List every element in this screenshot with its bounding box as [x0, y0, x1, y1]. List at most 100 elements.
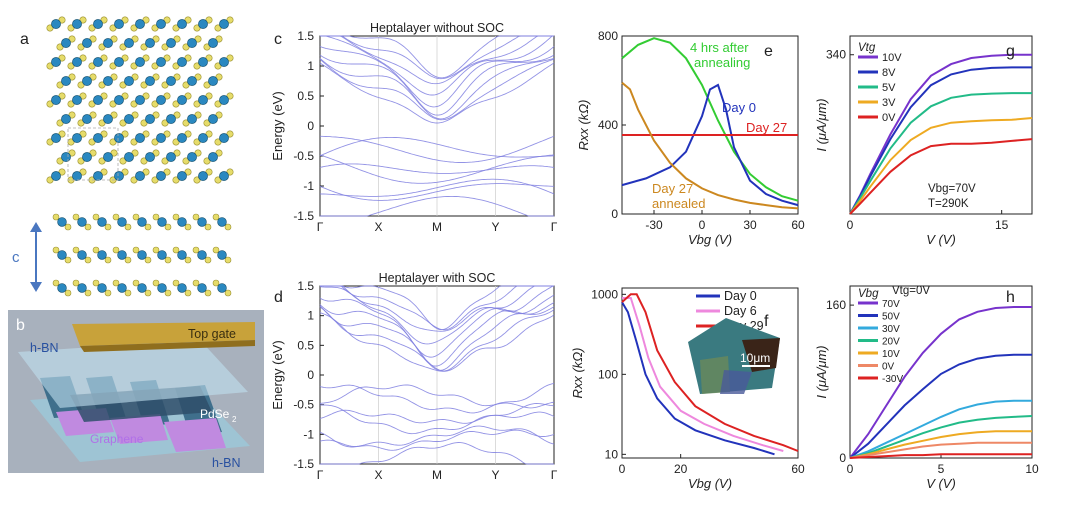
panel-label-h: h	[1006, 289, 1015, 306]
panel-h-series-7	[849, 453, 1032, 459]
panel-f-xlabel: Vbg (V)	[688, 476, 732, 491]
c-axis-label: c	[12, 249, 20, 266]
pd-atom	[93, 95, 103, 105]
panel-f-xtick-label: 0	[619, 462, 626, 476]
panel-h-legend-label: 70V	[882, 299, 900, 310]
panel-h-legend-label: 0V	[882, 362, 895, 373]
crystal-side-view	[52, 213, 232, 297]
panel-c-ytick-label: -1.5	[293, 209, 314, 223]
c-axis-arrowhead-down	[30, 282, 42, 292]
panel-c-band-line	[320, 35, 555, 96]
panel-d-ytick-label: 1.5	[297, 279, 314, 293]
pd-atom	[177, 57, 187, 67]
pd-atom	[177, 19, 187, 29]
panel-h-series-1	[849, 306, 1032, 459]
se-atom	[212, 213, 220, 221]
se-atom	[132, 213, 140, 221]
se-atom	[164, 223, 172, 231]
se-atom	[144, 289, 152, 297]
panel-d-xtick-label: Γ	[317, 468, 324, 482]
panel-c-band-line	[319, 57, 555, 120]
pd-atom	[166, 38, 176, 48]
pd-atom	[145, 76, 155, 86]
pd-atom	[72, 133, 82, 143]
pd-atom	[72, 57, 82, 67]
panel-g-xtick-label: 0	[847, 218, 854, 232]
graphene-contact-2	[110, 414, 168, 444]
pd-atom	[114, 95, 124, 105]
panel-e-series-2	[621, 83, 799, 207]
se-atom	[192, 279, 200, 287]
se-atom	[52, 246, 60, 254]
se-atom	[132, 279, 140, 287]
panel-g-legend-label: 5V	[882, 82, 896, 94]
se-atom	[152, 246, 160, 254]
panel-g-legend-label: 0V	[882, 112, 896, 124]
se-atom	[172, 279, 180, 287]
pd-atom	[93, 171, 103, 181]
se-atom	[112, 279, 120, 287]
pd-atom	[157, 250, 167, 260]
panel-h-ylabel: I (μA/μm)	[814, 345, 829, 398]
pd-atom	[177, 171, 187, 181]
panel-h-legend-title: Vbg	[858, 288, 879, 300]
panel-c-xtick-label: Y	[491, 220, 499, 234]
top-gate-edge	[80, 340, 255, 352]
panel-c-band-line	[320, 35, 554, 80]
pd-atom	[103, 114, 113, 124]
e-annot-day0: Day 0	[722, 100, 756, 115]
pd-atom	[166, 76, 176, 86]
c-axis-arrowhead-up	[30, 222, 42, 232]
pd-atom	[124, 152, 134, 162]
panel-c-band-line	[319, 58, 555, 121]
panel-d-ytick-label: -1.5	[293, 457, 314, 471]
panel-b: b Top gate h-BN Graphene PdSe 2 h-BN	[8, 310, 264, 473]
pd-atom	[72, 19, 82, 29]
pd-atom	[156, 171, 166, 181]
panel-d-band-line	[320, 285, 554, 331]
pd-atom	[145, 152, 155, 162]
pd-atom	[208, 152, 218, 162]
pd-atom	[156, 133, 166, 143]
se-atom	[192, 213, 200, 221]
panel-d-ytick-label: 1	[307, 309, 314, 323]
panel-d-band-line	[320, 285, 554, 331]
se-atom	[52, 213, 60, 221]
panel-h-ytick-label: 160	[826, 298, 846, 312]
panel-g-legend-label: 8V	[882, 67, 896, 79]
pd-atom	[114, 133, 124, 143]
panel-d-band-line	[319, 312, 555, 372]
pd-atom	[219, 133, 229, 143]
pd-atom	[208, 38, 218, 48]
e-annot-day27: Day 27	[746, 120, 787, 135]
panel-e-ytick-label: 400	[598, 118, 618, 132]
panel-c-ytick-label: -1	[303, 179, 314, 193]
se-atom	[64, 289, 72, 297]
panel-f-ytick-label: 100	[598, 367, 618, 381]
panel-h-legend-label: 30V	[882, 324, 900, 335]
pd-atom	[197, 217, 207, 227]
panel-a: a c	[12, 16, 234, 297]
panel-h-series-6	[849, 441, 1032, 459]
inset-blue-region	[720, 370, 752, 394]
se-atom	[84, 223, 92, 231]
se-atom	[112, 246, 120, 254]
panel-c-band-line	[319, 163, 555, 174]
panel-d-band-line	[319, 384, 555, 409]
pd-atom	[156, 57, 166, 67]
panel-c-xtick-label: X	[374, 220, 382, 234]
pd-atom	[72, 95, 82, 105]
pd-atom	[177, 217, 187, 227]
pd-atom	[187, 38, 197, 48]
panel-h-xtick-label: 10	[1025, 462, 1039, 476]
se-atom	[92, 279, 100, 287]
panel-g: 0 15 340 V (V) I (μA/μm) Vtg 10V 8V 5V 3V 0V	[814, 35, 1033, 247]
panel-d-band-line	[319, 382, 555, 414]
crystal-top-view	[46, 16, 234, 184]
se-atom	[124, 289, 132, 297]
panel-h-legend-label: 10V	[882, 349, 900, 360]
pd-atom	[157, 217, 167, 227]
se-atom	[132, 246, 140, 254]
panel-e-ytick-label: 800	[598, 29, 618, 43]
